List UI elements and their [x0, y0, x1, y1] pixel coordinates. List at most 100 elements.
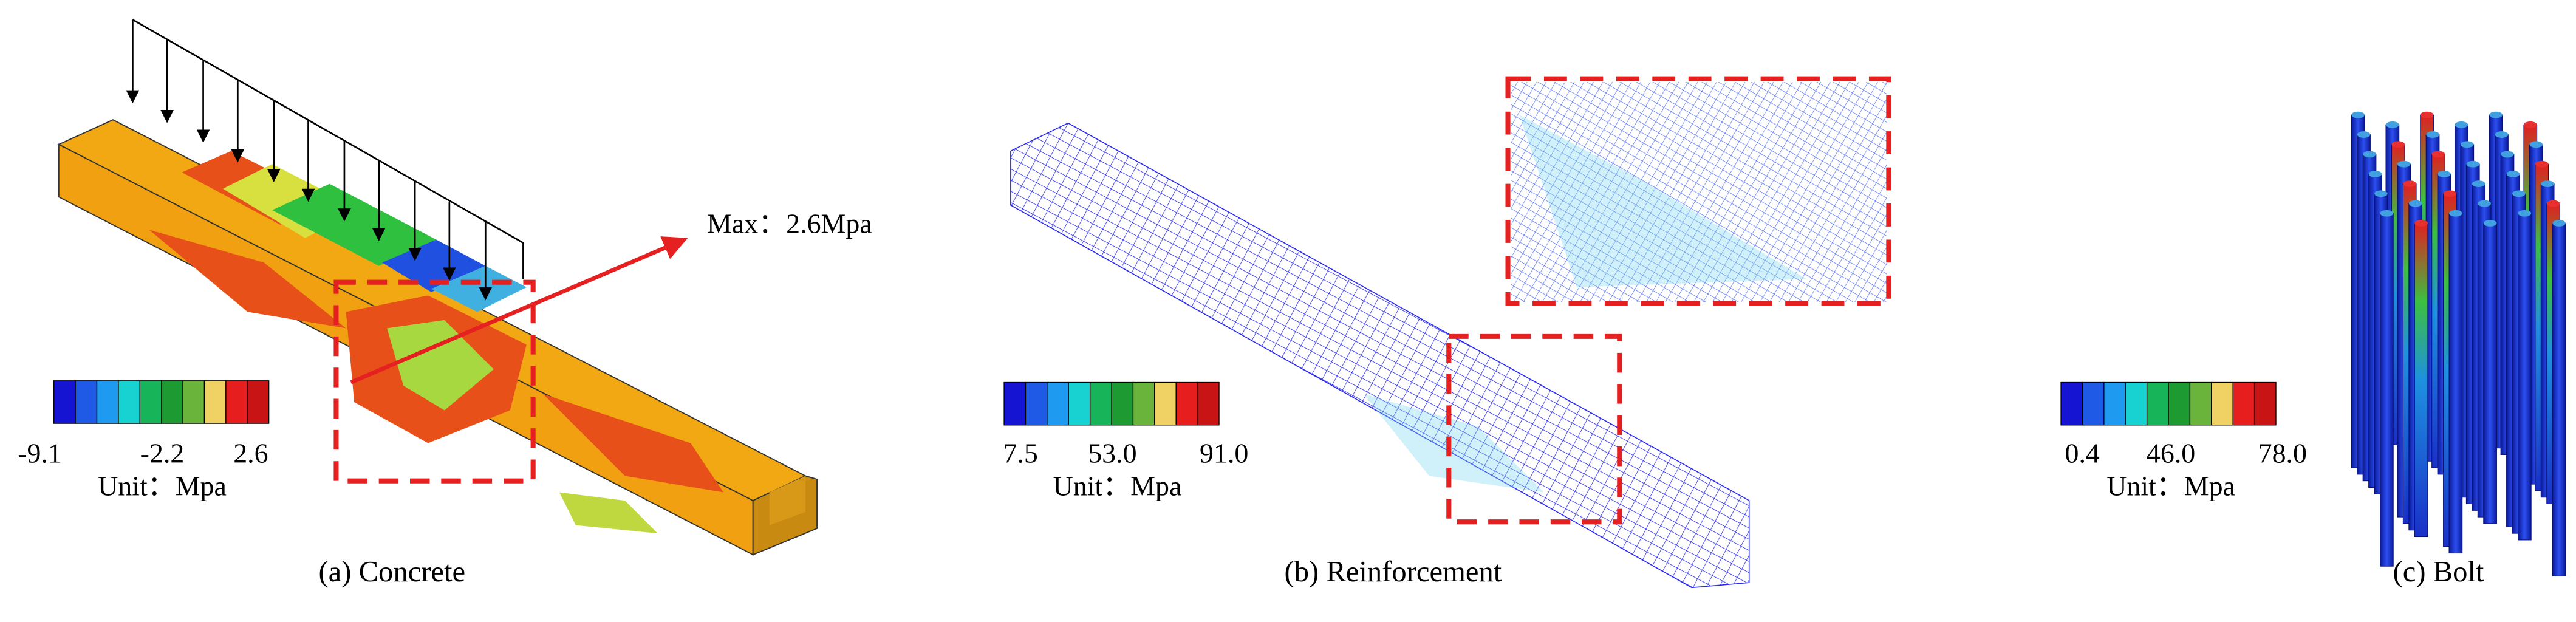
bolt-head	[2374, 190, 2388, 197]
legend-swatch	[1111, 381, 1134, 426]
caption: (b) Reinforcement	[1285, 555, 1502, 588]
bolt-group	[2351, 111, 2566, 576]
bolt	[2448, 213, 2463, 554]
legend-swatch	[1175, 381, 1198, 426]
legend-swatch	[2232, 381, 2255, 426]
bolt-head	[2472, 180, 2485, 188]
color-legend	[1003, 381, 1220, 426]
bolt-head	[2438, 170, 2451, 177]
bolt-head	[2466, 160, 2480, 168]
legend-swatch	[75, 380, 98, 424]
legend-swatch	[247, 380, 270, 424]
bolt-head	[2368, 170, 2382, 177]
caption: (c) Bolt	[2393, 555, 2484, 588]
bolt-head	[2426, 131, 2439, 138]
caption: (a) Concrete	[318, 555, 465, 588]
highlight-box	[1446, 333, 1622, 525]
legend-swatch	[225, 380, 248, 424]
legend-max: 78.0	[2258, 438, 2307, 469]
legend-swatch	[203, 380, 227, 424]
bolt-head	[2483, 220, 2497, 227]
legend-swatch	[161, 380, 183, 424]
bolt-head	[2495, 131, 2509, 138]
bolt-head	[2351, 111, 2365, 118]
bolt-head	[2420, 111, 2434, 118]
bolt-head	[2541, 180, 2554, 188]
bolt-head	[2443, 190, 2457, 197]
bolt-head	[2506, 170, 2520, 177]
legend-swatch	[118, 380, 140, 424]
bolt-head	[2386, 121, 2399, 128]
legend-swatch	[139, 380, 162, 424]
legend-min: 7.5	[1003, 438, 1037, 469]
bolt-head	[2397, 160, 2411, 168]
legend-swatch	[1003, 381, 1027, 426]
pointer-arrow	[350, 236, 688, 384]
load-arrows	[126, 19, 524, 301]
color-legend	[53, 380, 270, 424]
legend-mid: -2.2	[140, 438, 185, 469]
legend-unit: Unit：Mpa	[2106, 471, 2235, 502]
concrete-beam	[57, 119, 818, 556]
legend-swatch	[96, 380, 119, 424]
bolt-head	[2391, 141, 2405, 148]
legend-swatch	[53, 380, 76, 424]
bolt	[2483, 222, 2497, 524]
legend-swatch	[2103, 381, 2126, 426]
legend-min: 0.4	[2065, 438, 2099, 469]
bolt	[2552, 222, 2566, 576]
legend-swatch	[2146, 381, 2169, 426]
legend-swatch	[1025, 381, 1048, 426]
bolt-head	[2414, 220, 2428, 227]
bolt-head	[2552, 220, 2566, 227]
legend-mid: 46.0	[2147, 438, 2195, 469]
reinforcement-mesh	[1010, 82, 1887, 589]
highlight-box	[333, 279, 536, 484]
legend-min: -9.1	[18, 438, 62, 469]
bolt-head	[2546, 200, 2560, 207]
legend-max: 2.6	[233, 438, 268, 469]
legend-swatch	[1154, 381, 1177, 426]
color-legend	[2060, 381, 2277, 426]
legend-max: 91.0	[1200, 438, 1248, 469]
zoom-box	[1505, 76, 1891, 306]
bolt-head	[2523, 121, 2537, 128]
legend-swatch	[2168, 381, 2191, 426]
bolt-head	[2357, 131, 2371, 138]
legend-unit: Unit：Mpa	[98, 471, 227, 502]
legend-swatch	[2253, 381, 2277, 426]
legend-swatch	[2189, 381, 2212, 426]
bolt-head	[2380, 210, 2394, 217]
legend-swatch	[2211, 381, 2233, 426]
bolt-head	[2529, 141, 2543, 148]
bolt	[2380, 213, 2394, 567]
max-annotation: Max：2.6Mpa	[707, 208, 872, 239]
bolt-head	[2455, 121, 2468, 128]
legend-swatch	[1132, 381, 1155, 426]
legend-swatch	[182, 380, 205, 424]
legend-swatch	[1068, 381, 1091, 426]
bolt-head	[2518, 210, 2532, 217]
legend-swatch	[1089, 381, 1112, 426]
bolt-head	[2512, 190, 2526, 197]
bolt-head	[2489, 111, 2503, 118]
legend-swatch	[2082, 381, 2105, 426]
bolt-head	[2403, 180, 2417, 188]
bolt-head	[2501, 151, 2514, 158]
bolt-head	[2460, 141, 2474, 148]
legend-swatch	[1047, 381, 1069, 426]
bolt	[2517, 213, 2532, 541]
bolt-head	[2363, 151, 2376, 158]
legend-swatch	[1197, 381, 1220, 426]
legend-unit: Unit：Mpa	[1053, 471, 1182, 502]
legend-swatch	[2125, 381, 2148, 426]
bolt	[2414, 222, 2428, 538]
bolt-head	[2478, 200, 2491, 207]
legend-mid: 53.0	[1088, 438, 1136, 469]
bolt-head	[2431, 151, 2445, 158]
bolt-head	[2449, 210, 2462, 217]
legend-swatch	[2060, 381, 2083, 426]
bolt-head	[2408, 200, 2422, 207]
